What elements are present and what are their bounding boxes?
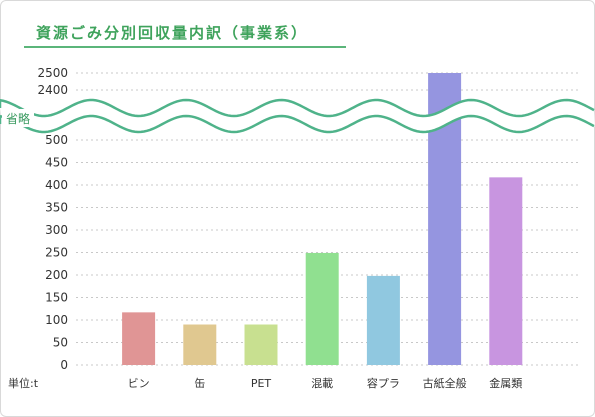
y-tick-label: 2500 <box>37 66 68 80</box>
x-category-label: 金属類 <box>489 376 522 390</box>
y-tick-label: 400 <box>45 178 68 192</box>
y-tick-label: 200 <box>45 268 68 282</box>
title-underline <box>24 46 346 48</box>
bar <box>489 177 523 365</box>
y-tick-label: 350 <box>45 201 68 215</box>
chart-title: 資源ごみ分別回収量内訳（事業系） <box>36 24 309 42</box>
axis-break-line <box>0 114 595 134</box>
y-tick-label: 0 <box>60 358 68 372</box>
bar <box>183 324 217 365</box>
x-category-label: ビン <box>128 377 150 390</box>
x-category-label: PET <box>251 377 272 390</box>
y-tick-label: 2400 <box>37 83 68 97</box>
x-category-label: 混載 <box>311 377 333 390</box>
bar <box>305 252 339 365</box>
y-tick-label: 450 <box>45 156 68 170</box>
y-tick-label: 100 <box>45 313 68 327</box>
bar <box>244 324 278 365</box>
x-category-label: 古紙全般 <box>423 376 467 390</box>
axis-break-label-bg <box>2 109 34 127</box>
x-category-label: 缶 <box>194 376 205 390</box>
y-tick-label: 50 <box>53 336 68 350</box>
axis-break-line <box>0 98 595 118</box>
bar <box>122 312 156 365</box>
y-tick-label: 250 <box>45 246 68 260</box>
y-tick-label: 150 <box>45 291 68 305</box>
unit-label: 単位:t <box>8 376 39 390</box>
y-tick-label: 500 <box>45 133 68 147</box>
x-category-label: 容プラ <box>367 376 400 390</box>
y-tick-label: 300 <box>45 223 68 237</box>
bar <box>366 275 400 365</box>
axis-break-label: 省略 <box>6 111 30 126</box>
